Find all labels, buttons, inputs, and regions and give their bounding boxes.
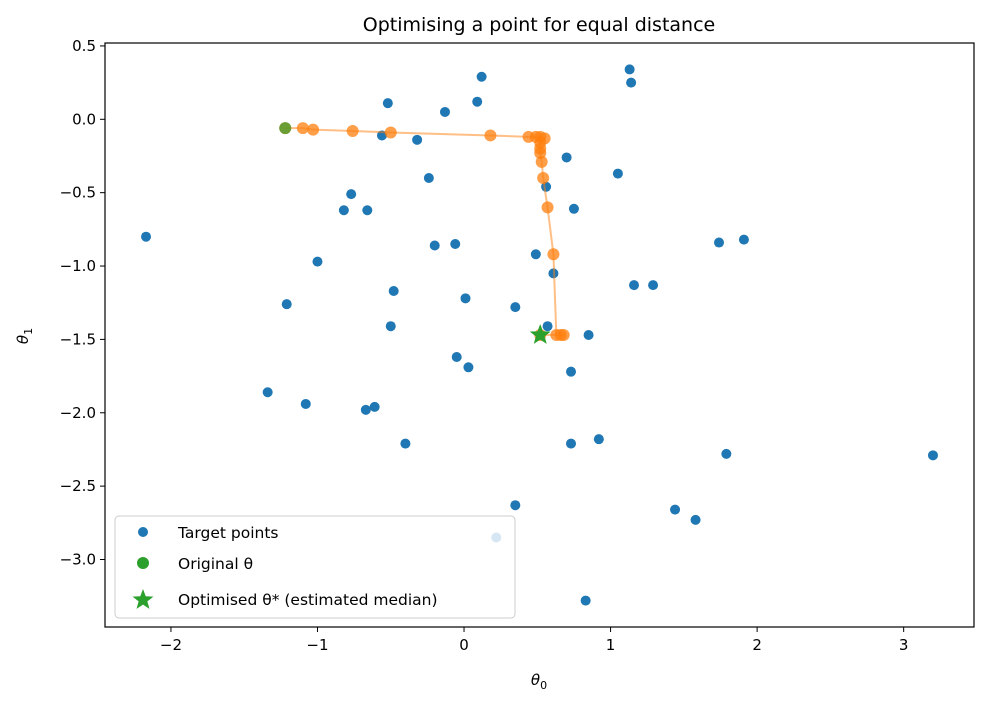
target-point-4 (439, 106, 450, 117)
target-point-5 (472, 96, 483, 107)
target-point-8 (561, 152, 572, 163)
x-tick-label-5: 3 (899, 636, 909, 654)
y-axis-label-subscript: 1 (22, 328, 35, 335)
x-axis-label-subscript: 0 (540, 679, 547, 692)
target-point-15 (568, 203, 579, 214)
x-tick-label-1: −1 (306, 636, 328, 654)
plot-frame (104, 42, 975, 628)
target-point-26 (388, 285, 399, 296)
target-point-43 (721, 448, 732, 459)
optimisation-step-14 (537, 171, 550, 184)
legend-original-marker (137, 557, 149, 569)
optimisation-step-4 (384, 126, 397, 139)
optimised-theta-star (529, 324, 551, 344)
optimisation-step-12 (534, 147, 547, 160)
target-point-28 (281, 299, 292, 310)
target-points-series (141, 64, 938, 606)
optimisation-step-3 (346, 125, 359, 138)
target-point-29 (510, 302, 521, 313)
optimisation-step-15 (541, 201, 554, 214)
legend-target-marker (138, 527, 148, 537)
x-tick-label-2: 0 (459, 636, 469, 654)
target-point-32 (583, 330, 594, 340)
legend-target-label: Target points (177, 524, 279, 542)
x-tick-label-0: −2 (160, 636, 182, 654)
target-point-14 (362, 205, 373, 216)
target-point-9 (612, 168, 623, 179)
target-point-31 (542, 321, 553, 332)
target-point-2 (626, 77, 637, 88)
y-tick-label-7: −3.0 (60, 551, 96, 569)
target-point-20 (738, 234, 749, 245)
y-tick-label-1: 0.0 (72, 110, 96, 128)
target-point-30 (385, 321, 396, 332)
original-theta-point (279, 122, 292, 135)
chart-title: Optimising a point for equal distance (363, 14, 715, 36)
target-point-36 (262, 387, 273, 398)
target-point-27 (460, 293, 471, 304)
legend-box (114, 515, 516, 619)
legend-optimised-label: Optimised θ* (estimated median) (178, 591, 438, 609)
y-tick-label-6: −2.5 (60, 477, 96, 495)
target-point-49 (580, 595, 591, 606)
optimisation-step-2 (307, 123, 320, 136)
y-tick-label-3: −1.0 (60, 257, 96, 275)
optimisation-step-13 (535, 155, 548, 168)
x-axis-ticks: −2 −1 0 1 2 3 (160, 627, 909, 654)
target-point-24 (629, 280, 640, 291)
x-axis-label: θ0 (531, 671, 547, 692)
optimisation-step-16 (547, 248, 560, 261)
target-point-42 (593, 434, 604, 445)
target-point-47 (510, 500, 521, 511)
target-point-21 (312, 256, 323, 267)
target-point-38 (360, 404, 371, 415)
target-point-25 (648, 280, 659, 291)
target-point-35 (566, 366, 577, 377)
legend-original-label: Original θ (178, 555, 253, 573)
target-point-12 (346, 189, 357, 200)
target-point-44 (927, 450, 938, 461)
target-point-19 (714, 237, 725, 248)
target-point-39 (369, 401, 380, 412)
target-point-37 (300, 398, 311, 409)
target-point-0 (476, 71, 487, 82)
target-point-16 (141, 231, 152, 242)
y-tick-label-0: 0.5 (72, 37, 96, 55)
optimisation-step-5 (484, 129, 497, 142)
y-axis-label-symbol: θ (14, 335, 32, 344)
target-point-1 (624, 64, 635, 75)
x-axis-label-symbol: θ (531, 671, 540, 689)
optimisation-path-line (285, 127, 564, 336)
target-point-34 (463, 362, 474, 373)
target-point-33 (451, 352, 462, 363)
x-tick-label-3: 1 (606, 636, 616, 654)
target-point-13 (338, 205, 349, 216)
target-point-22 (530, 249, 541, 260)
y-axis-label: θ1 (14, 328, 35, 344)
optimisation-step-19 (557, 329, 570, 341)
legend: Target points Original θ Optimised θ* (e… (114, 515, 516, 619)
target-point-10 (423, 172, 434, 183)
optimised-point-series (529, 324, 551, 344)
target-point-18 (450, 239, 461, 250)
x-tick-label-4: 2 (752, 636, 762, 654)
target-point-7 (412, 134, 423, 145)
y-tick-label-2: −0.5 (60, 184, 96, 202)
legend-optimised-marker (132, 589, 154, 609)
y-tick-label-4: −1.5 (60, 330, 96, 348)
target-point-40 (400, 438, 411, 449)
original-point-series (279, 122, 292, 135)
target-point-17 (429, 240, 440, 251)
y-tick-label-5: −2.0 (60, 404, 96, 422)
y-axis-ticks: 0.5 0.0 −0.5 −1.0 −1.5 −2.0 −2.5 −3.0 (60, 37, 105, 569)
target-point-41 (566, 438, 577, 449)
target-point-3 (382, 98, 393, 109)
optimisation-step-1 (296, 122, 309, 135)
target-point-46 (690, 514, 701, 525)
target-point-45 (670, 504, 681, 515)
optimisation-path (279, 122, 570, 341)
